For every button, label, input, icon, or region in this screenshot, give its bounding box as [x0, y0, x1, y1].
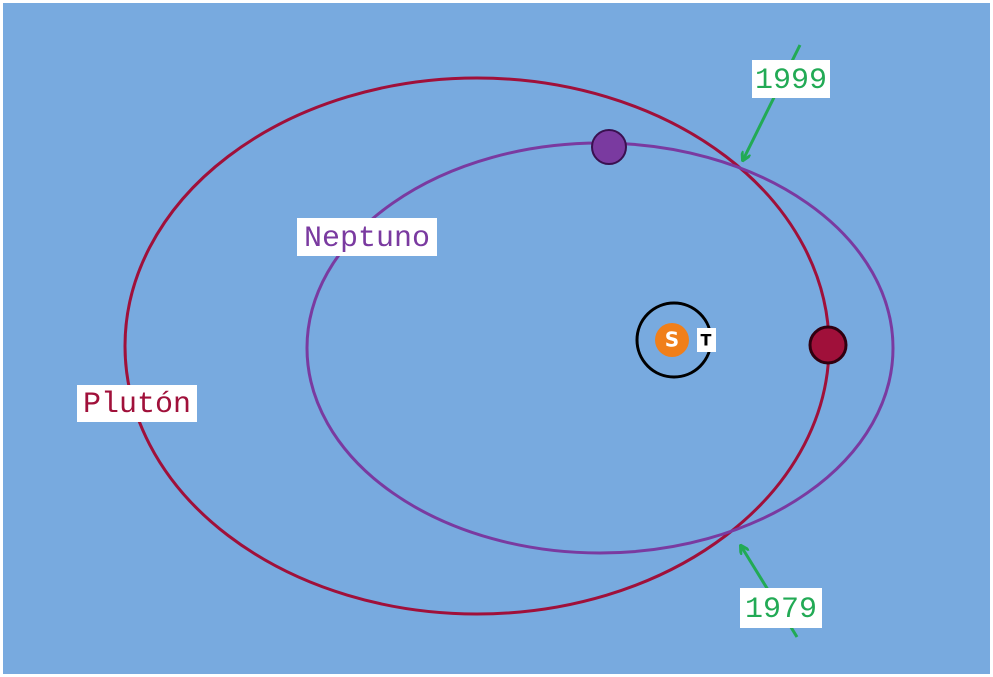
- earth-box: [697, 328, 716, 352]
- neptune-label: Neptuno: [304, 222, 430, 256]
- year-label: 1979: [745, 593, 817, 627]
- label-box: [740, 588, 822, 628]
- label-box: [752, 60, 830, 98]
- label-box: [297, 218, 437, 256]
- year-label: 1999: [755, 64, 827, 98]
- sun: [655, 323, 689, 357]
- pluto-planet: [808, 325, 848, 365]
- sun-label: S: [665, 328, 679, 352]
- label-box: [77, 385, 197, 422]
- earth-label: T: [701, 331, 712, 350]
- neptune-planet: [591, 129, 627, 165]
- pluto-label: Plutón: [83, 388, 191, 422]
